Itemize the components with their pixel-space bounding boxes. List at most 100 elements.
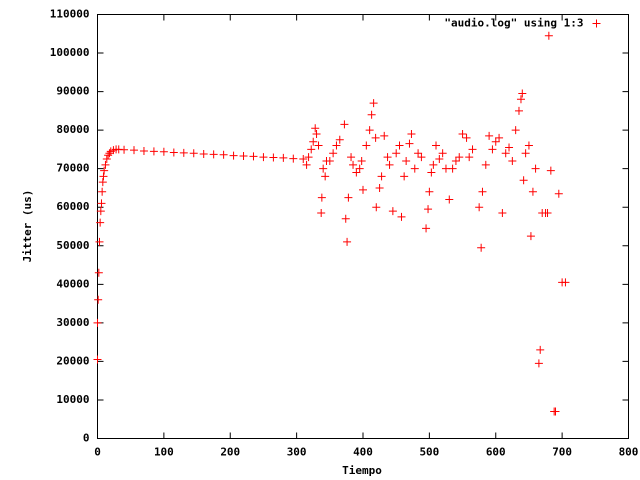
point [491,137,500,146]
point [319,164,328,173]
point [402,156,411,165]
point [429,160,438,169]
point [332,141,341,150]
point [519,176,528,185]
point [526,232,535,241]
point [481,160,490,169]
x-tick-label: 700 [552,446,572,459]
point [536,345,545,354]
point [478,187,487,196]
point [501,149,510,158]
x-tick-label: 800 [619,446,639,459]
point [99,172,108,181]
point [279,153,288,162]
point [514,106,523,115]
point [432,141,441,150]
point [357,156,366,165]
y-tick-label: 40000 [56,277,89,290]
point [94,295,103,304]
point [101,160,110,169]
point [438,149,447,158]
y-tick-label: 30000 [56,316,89,329]
point [100,166,109,175]
point [475,203,484,212]
x-tick-label: 500 [419,446,439,459]
point [414,149,423,158]
point [425,187,434,196]
point [299,155,308,164]
point [94,268,103,277]
y-tick-label: 60000 [56,200,89,213]
point [417,153,426,162]
legend-label: "audio.log" using 1:3 [444,17,583,30]
point [554,189,563,198]
point [380,131,389,140]
point [377,172,386,181]
point [477,243,486,252]
y-axis-label: Jitter (us) [21,190,34,263]
point [314,141,323,150]
point [229,151,238,160]
point [375,183,384,192]
point [531,164,540,173]
y-tick-label: 80000 [56,123,89,136]
point [505,143,514,152]
point [93,355,102,364]
point [317,193,326,202]
point [392,149,401,158]
point [407,129,416,138]
point [169,148,178,157]
point [352,168,361,177]
point [410,164,419,173]
point [405,139,414,148]
y-tick-label: 0 [83,432,90,445]
point [309,137,318,146]
point [468,145,477,154]
point [488,145,497,154]
point [199,150,208,159]
point [369,99,378,108]
point [534,359,543,368]
point [239,151,248,160]
x-tick-label: 100 [154,446,174,459]
point [524,141,533,150]
point [344,193,353,202]
point [422,224,431,233]
point [340,120,349,129]
point [359,185,367,194]
y-tick-label: 10000 [56,393,89,406]
point [462,133,471,142]
point [448,164,457,173]
point [451,156,460,165]
x-tick-label: 200 [220,446,240,459]
point [311,124,320,133]
point [335,135,344,144]
point [551,407,560,416]
point [159,147,168,156]
x-tick-label: 0 [94,446,101,459]
point [289,154,298,163]
point [304,153,313,162]
point [102,155,111,164]
point [219,150,228,159]
point [388,207,397,216]
point [367,110,376,119]
point [372,203,381,212]
point [516,95,525,104]
point [518,89,527,98]
point [458,129,467,138]
y-tick-label: 90000 [56,85,89,98]
point [97,199,106,208]
point [498,209,507,218]
point [98,178,107,187]
point [546,166,555,175]
point [325,156,334,165]
point [495,133,504,142]
point [445,195,454,204]
point [209,150,218,159]
point [385,160,394,169]
point [383,153,392,162]
legend-marker [592,19,601,28]
point [521,149,530,158]
